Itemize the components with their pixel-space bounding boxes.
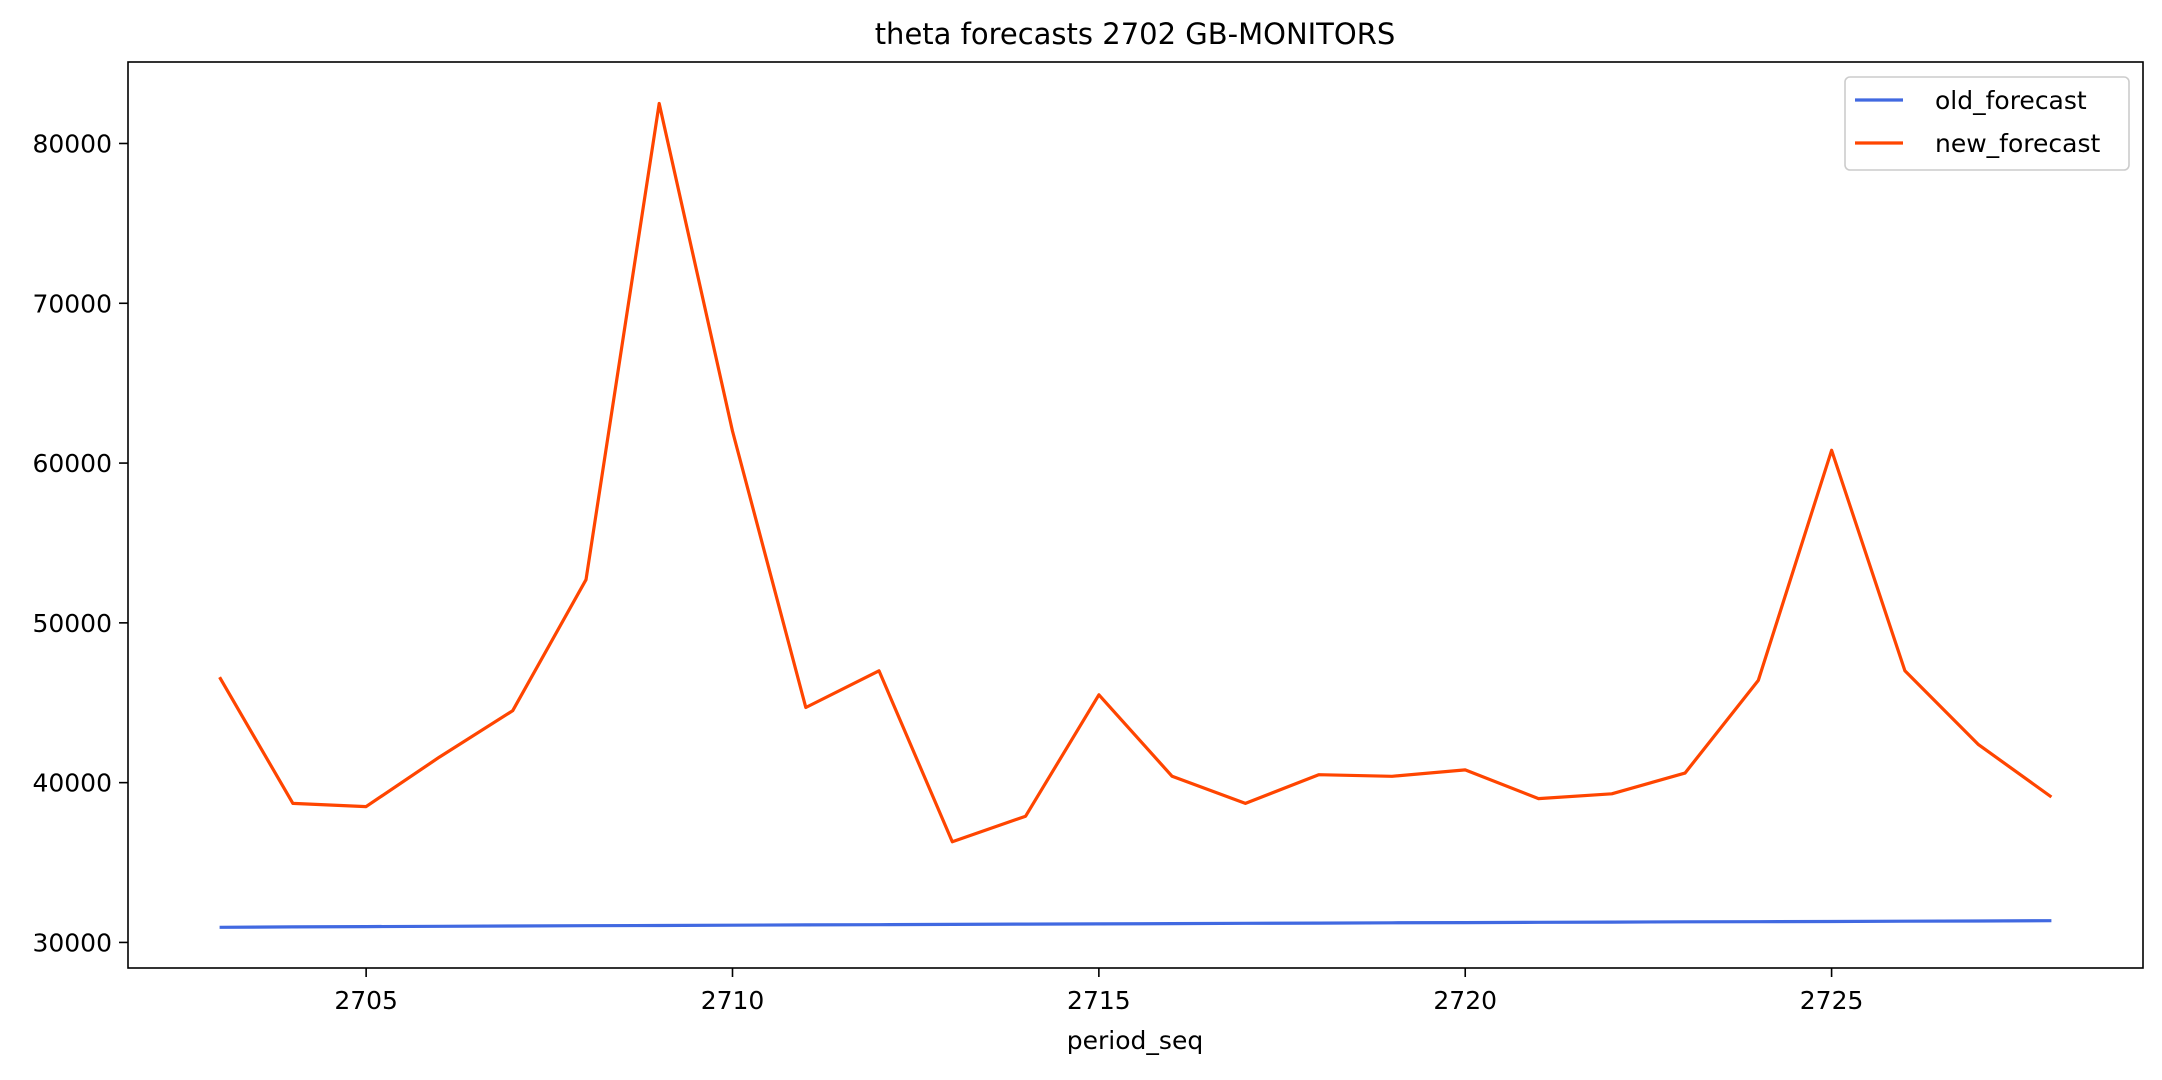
legend-box xyxy=(1844,76,2130,171)
series-line-old-forecast xyxy=(219,919,2052,929)
y-tick-label: 30000 xyxy=(32,928,112,957)
chart-title: theta forecasts 2702 GB-MONITORS xyxy=(875,17,1396,51)
x-tick-label: 2725 xyxy=(1800,986,1864,1015)
plot-frame xyxy=(127,61,2144,969)
y-tick-label: 60000 xyxy=(32,449,112,478)
x-tick-label: 2705 xyxy=(334,986,398,1015)
series-layer xyxy=(218,101,2053,929)
y-tick-label: 70000 xyxy=(32,289,112,318)
legend-label-old-forecast: old_forecast xyxy=(1935,86,2087,115)
y-tick-label: 40000 xyxy=(32,769,112,798)
legend-label-new-forecast: new_forecast xyxy=(1935,129,2100,158)
x-axis: 2705 2710 2715 2720 2725 xyxy=(334,968,1863,1015)
legend: old_forecast new_forecast xyxy=(1844,76,2130,171)
y-axis: 30000 40000 50000 60000 70000 80000 xyxy=(32,129,128,957)
y-tick-label: 80000 xyxy=(32,129,112,158)
x-tick-label: 2715 xyxy=(1067,986,1131,1015)
series-line-new-forecast xyxy=(218,101,2053,844)
y-tick-label: 50000 xyxy=(32,609,112,638)
x-tick-label: 2710 xyxy=(701,986,765,1015)
x-tick-label: 2720 xyxy=(1433,986,1497,1015)
x-axis-label: period_seq xyxy=(1067,1026,1203,1055)
